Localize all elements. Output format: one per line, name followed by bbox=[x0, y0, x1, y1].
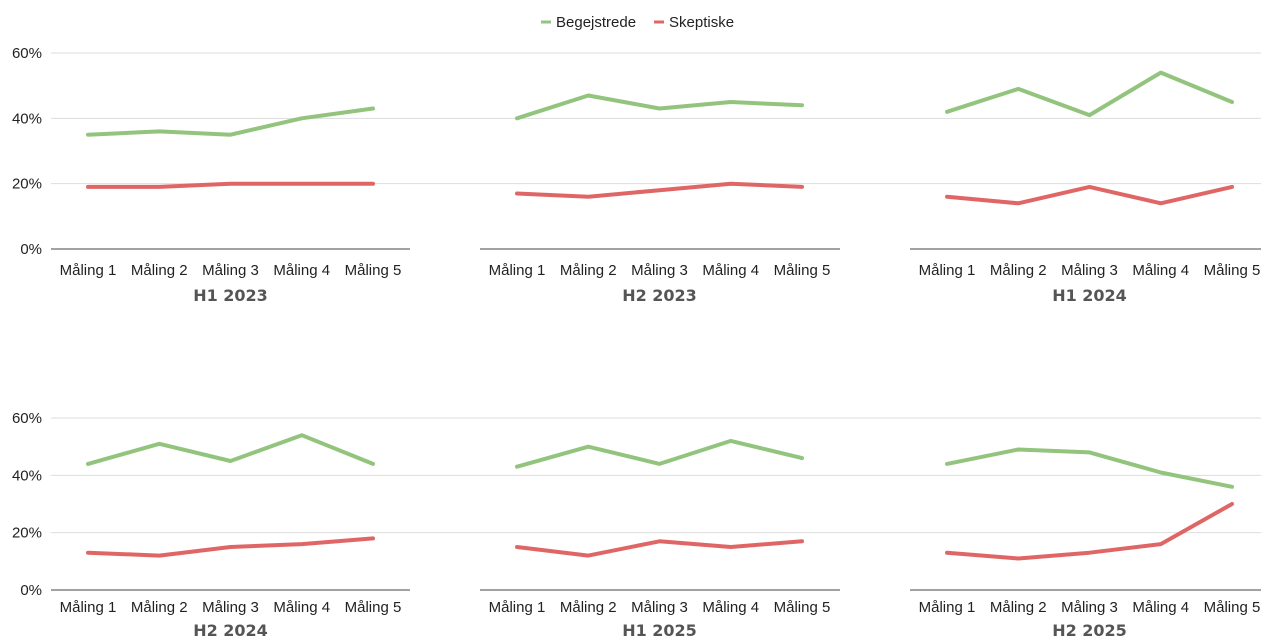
x-tick-label: Måling 1 bbox=[489, 262, 546, 279]
y-tick-label: 40% bbox=[12, 467, 42, 484]
x-tick-label: Måling 4 bbox=[702, 262, 759, 279]
x-tick-label: Måling 3 bbox=[631, 599, 688, 616]
x-tick-label: Måling 4 bbox=[702, 599, 759, 616]
series-line-begejstrede bbox=[86, 106, 375, 137]
y-tick-label: 20% bbox=[12, 525, 42, 542]
y-tick-label: 0% bbox=[20, 582, 42, 599]
panel-title: H1 2023 bbox=[193, 286, 268, 305]
series-line-begejstrede bbox=[945, 447, 1234, 489]
x-tick-label: Måling 2 bbox=[560, 599, 617, 616]
x-tick-label: Måling 5 bbox=[345, 262, 402, 279]
x-tick-label: Måling 1 bbox=[919, 262, 976, 279]
series-line-skeptiske bbox=[945, 184, 1234, 206]
panel-title: H2 2025 bbox=[1052, 621, 1127, 639]
x-tick-label: Måling 2 bbox=[990, 599, 1047, 616]
series-line-skeptiske bbox=[86, 536, 375, 558]
y-tick-label: 60% bbox=[12, 410, 42, 427]
panel-title: H1 2024 bbox=[1052, 286, 1127, 305]
x-tick-label: Måling 5 bbox=[1204, 262, 1261, 279]
x-tick-label: Måling 2 bbox=[131, 262, 188, 279]
x-tick-label: Måling 4 bbox=[1132, 262, 1189, 279]
x-tick-label: Måling 5 bbox=[345, 599, 402, 616]
series-line-skeptiske bbox=[86, 181, 375, 189]
x-tick-label: Måling 5 bbox=[1204, 599, 1261, 616]
series-line-skeptiske bbox=[515, 539, 804, 558]
x-tick-label: Måling 4 bbox=[273, 599, 330, 616]
y-tick-label: 0% bbox=[20, 241, 42, 258]
x-tick-label: Måling 2 bbox=[560, 262, 617, 279]
y-tick-label: 20% bbox=[12, 176, 42, 193]
series-line-skeptiske bbox=[515, 181, 804, 199]
x-tick-label: Måling 2 bbox=[990, 262, 1047, 279]
panel-title: H2 2023 bbox=[622, 286, 697, 305]
legend-label: Skeptiske bbox=[669, 14, 734, 31]
x-tick-label: Måling 3 bbox=[202, 599, 259, 616]
y-tick-label: 60% bbox=[12, 45, 42, 62]
series-line-begejstrede bbox=[945, 70, 1234, 118]
x-tick-label: Måling 1 bbox=[919, 599, 976, 616]
series-line-skeptiske bbox=[945, 502, 1234, 561]
x-tick-label: Måling 3 bbox=[631, 262, 688, 279]
x-tick-label: Måling 2 bbox=[131, 599, 188, 616]
y-tick-label: 40% bbox=[12, 110, 42, 127]
x-tick-label: Måling 3 bbox=[1061, 599, 1118, 616]
x-tick-label: Måling 1 bbox=[489, 599, 546, 616]
series-line-begejstrede bbox=[515, 438, 804, 469]
panel-title: H2 2024 bbox=[193, 621, 268, 639]
x-tick-label: Måling 5 bbox=[774, 262, 831, 279]
x-tick-label: Måling 1 bbox=[60, 262, 117, 279]
series-line-begejstrede bbox=[86, 433, 375, 466]
x-tick-label: Måling 1 bbox=[60, 599, 117, 616]
x-tick-label: Måling 4 bbox=[1132, 599, 1189, 616]
legend-label: Begejstrede bbox=[556, 14, 636, 31]
x-tick-label: Måling 4 bbox=[273, 262, 330, 279]
series-line-begejstrede bbox=[515, 93, 804, 121]
x-tick-label: Måling 3 bbox=[1061, 262, 1118, 279]
panel-title: H1 2025 bbox=[622, 621, 697, 639]
x-tick-label: Måling 5 bbox=[774, 599, 831, 616]
x-tick-label: Måling 3 bbox=[202, 262, 259, 279]
